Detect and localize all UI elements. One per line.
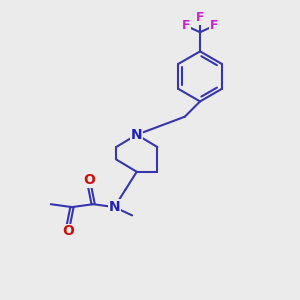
Text: F: F [182,19,190,32]
Text: F: F [210,19,218,32]
Text: N: N [109,200,120,214]
Text: O: O [84,173,96,187]
Text: O: O [62,224,74,238]
Text: N: N [131,128,142,142]
Text: F: F [196,11,204,24]
